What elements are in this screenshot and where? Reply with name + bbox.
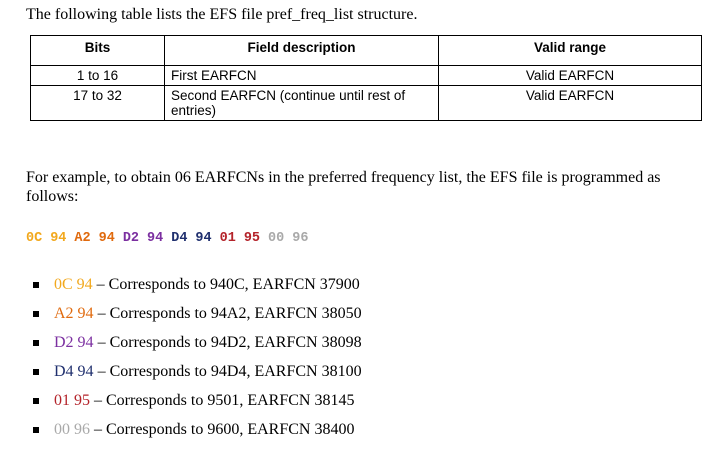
byte-pair: 00 96 (54, 420, 90, 438)
earfcn-bullet-list: 0C 94– Corresponds to 940C, EARFCN 37900… (26, 270, 362, 444)
header-field-description: Field description (164, 35, 439, 66)
header-valid-range: Valid range (438, 35, 702, 66)
hex-byte: D2 (122, 231, 140, 246)
bullet-description: – Corresponds to 9501, EARFCN 38145 (94, 391, 355, 409)
bullet-square-icon (33, 339, 39, 346)
hex-byte: 96 (292, 231, 309, 246)
cell-valid-range: Valid EARFCN (438, 85, 702, 121)
list-item: A2 94– Corresponds to 94A2, EARFCN 38050 (26, 299, 362, 328)
byte-pair: D2 94 (54, 333, 94, 351)
hex-byte: D4 (171, 231, 188, 246)
hex-byte: A2 (74, 231, 91, 246)
hex-byte-sequence: 0C 94 A2 94 D2 94 D4 94 01 95 00 96 (26, 231, 316, 246)
hex-byte: 94 (147, 231, 164, 246)
list-item: D4 94– Corresponds to 94D4, EARFCN 38100 (26, 357, 362, 386)
hex-byte: 01 (219, 231, 236, 246)
bullet-description: – Corresponds to 94A2, EARFCN 38050 (97, 304, 362, 322)
hex-byte: 0C (26, 231, 43, 246)
bullet-description: – Corresponds to 94D2, EARFCN 38098 (97, 333, 362, 351)
example-paragraph: For example, to obtain 06 EARFCNs in the… (26, 169, 661, 205)
bullet-square-icon (33, 368, 39, 375)
table-row: 1 to 16 First EARFCN Valid EARFCN (30, 65, 702, 86)
list-item: D2 94– Corresponds to 94D2, EARFCN 38098 (26, 328, 362, 357)
cell-valid-range: Valid EARFCN (438, 65, 702, 86)
list-item: 0C 94– Corresponds to 940C, EARFCN 37900 (26, 270, 362, 299)
list-item: 00 96– Corresponds to 9600, EARFCN 38400 (26, 415, 362, 444)
hex-byte: 00 (268, 231, 285, 246)
cell-description: Second EARFCN (continue until rest of en… (164, 85, 439, 121)
bullet-description: – Corresponds to 9600, EARFCN 38400 (94, 420, 355, 438)
list-item: 01 95– Corresponds to 9501, EARFCN 38145 (26, 386, 362, 415)
bullet-description: – Corresponds to 940C, EARFCN 37900 (96, 275, 360, 293)
bullet-square-icon (33, 397, 39, 404)
efs-structure-table: Bits Field description Valid range 1 to … (30, 35, 702, 121)
bullet-square-icon (33, 426, 39, 433)
byte-pair: 01 95 (54, 391, 90, 409)
cell-bits: 1 to 16 (30, 65, 165, 86)
byte-pair: 0C 94 (54, 275, 93, 293)
bullet-square-icon (33, 310, 39, 317)
hex-byte: 94 (195, 231, 212, 246)
bullet-description: – Corresponds to 94D4, EARFCN 38100 (97, 362, 362, 380)
table-header-row: Bits Field description Valid range (30, 35, 702, 66)
hex-byte: 94 (50, 231, 67, 246)
bullet-square-icon (33, 281, 39, 288)
table-row: 17 to 32 Second EARFCN (continue until r… (30, 85, 702, 121)
cell-description: First EARFCN (164, 65, 439, 86)
byte-pair: D4 94 (54, 362, 94, 380)
header-bits: Bits (30, 35, 165, 66)
intro-text: The following table lists the EFS file p… (26, 6, 418, 23)
byte-pair: A2 94 (54, 304, 94, 322)
hex-byte: 94 (98, 231, 115, 246)
hex-byte: 95 (243, 231, 261, 246)
cell-bits: 17 to 32 (30, 85, 165, 121)
